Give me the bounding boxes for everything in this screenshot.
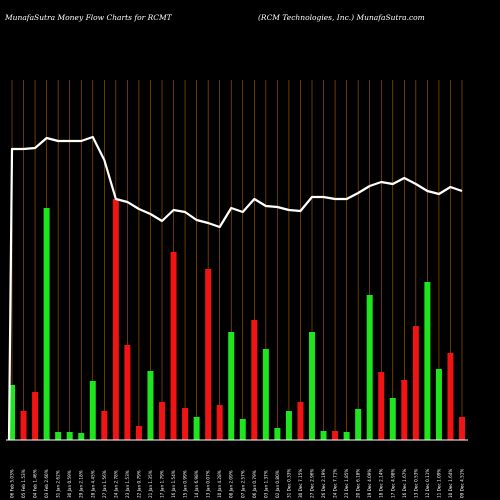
x-tick-label: 21 Jan 1.35% <box>148 470 153 498</box>
x-tick-label: 29 Jan 2.18% <box>79 470 84 498</box>
x-tick-label: 27 Dec 2.96% <box>310 469 315 498</box>
x-tick-label: 03 Feb 2.60% <box>44 469 49 498</box>
x-tick-label: 08 Jan 2.09% <box>229 470 234 498</box>
flow-bar <box>182 408 189 440</box>
x-tick-label: 05 Feb 1.53% <box>21 469 26 498</box>
price-line <box>7 135 463 441</box>
x-tick-label: 03 Jan 1.37% <box>263 470 268 498</box>
x-tick-label: 10 Jan 4.28% <box>217 470 222 498</box>
x-tick-label: 28 Jan 4.45% <box>90 470 95 498</box>
chart-title: MunafaSutra Money Flow Charts for RCMT <box>5 13 172 22</box>
flow-bar <box>124 345 131 440</box>
flow-bar <box>205 269 212 440</box>
x-tick-label: 20 Dec 6.18% <box>356 469 361 498</box>
flow-bar <box>159 402 165 440</box>
x-tick-label: 18 Dec 2.14% <box>379 469 384 498</box>
flow-bar <box>55 432 62 440</box>
x-tick-label: 30 Dec 7.15% <box>298 469 303 498</box>
x-tick-label: 23 Dec 1.85% <box>344 469 349 498</box>
flow-bar <box>343 432 350 440</box>
flow-bar <box>135 426 142 440</box>
flow-bar <box>366 295 373 440</box>
flow-bar <box>332 431 339 440</box>
flow-bar <box>89 381 96 440</box>
x-tick-label: 30 Jan 0.59% <box>67 470 72 498</box>
grid-lines <box>11 80 463 440</box>
flow-bar <box>435 369 442 440</box>
x-tick-label: 06 Jan 0.79% <box>252 470 257 498</box>
x-tick-label: 07 Jan 2.57% <box>240 470 245 498</box>
x-tick-label: 17 Dec 4.98% <box>390 469 395 498</box>
flow-bar <box>274 428 281 440</box>
flow-bar <box>285 411 292 440</box>
x-tick-label: 11 Dec 1.09% <box>436 469 441 498</box>
flow-bar <box>412 326 419 440</box>
x-tick-label: 23 Jan 1.53% <box>125 470 130 498</box>
flow-bar <box>309 332 315 440</box>
flow-bar <box>251 320 258 440</box>
flow-bar <box>9 385 15 440</box>
flow-bar <box>262 349 269 440</box>
flow-bar <box>193 417 200 440</box>
x-tick-label: 19 Dec 4.09% <box>367 469 372 498</box>
x-tick-label: 24 Dec 7.71% <box>333 469 338 498</box>
x-tick-labels: 06 Feb 5.03% 05 Feb 1.53% 04 Feb 1.46% 03 F… <box>10 469 465 498</box>
flow-bar <box>228 332 235 440</box>
bars <box>9 199 465 440</box>
x-tick-label: 10 Dec 1.64% <box>448 469 453 498</box>
flow-bar <box>297 402 304 440</box>
flow-bar <box>66 432 73 440</box>
x-tick-label: 04 Feb 1.46% <box>33 469 38 498</box>
x-tick-label: 14 Jan 6.98% <box>194 470 199 498</box>
flow-bar <box>101 411 108 440</box>
flow-bar <box>112 199 119 440</box>
flow-bar <box>320 431 327 440</box>
x-tick-label: 31 Jan 2.62% <box>56 470 61 498</box>
x-tick-label: 27 Jan 1.56% <box>102 470 107 498</box>
x-tick-label: 13 Jan 0.07% <box>206 470 211 498</box>
flow-bar <box>401 380 408 440</box>
x-tick-label: 02 Jan 0.80% <box>275 470 280 498</box>
flow-bar <box>147 371 154 440</box>
flow-bar <box>355 409 362 440</box>
x-tick-label: 06 Feb 5.03% <box>10 469 15 498</box>
chart-subtitle: (RCM Technologies, Inc.) MunafaSutra.com <box>258 13 425 22</box>
flow-bar <box>389 398 396 440</box>
x-tick-label: 15 Jan 0.99% <box>183 470 188 498</box>
x-tick-label: 31 Dec 0.33% <box>286 469 291 498</box>
flow-bar <box>239 419 246 440</box>
x-tick-label: 17 Jan 1.79% <box>160 470 165 498</box>
flow-bar <box>447 353 454 440</box>
x-tick-label: 13 Dec 0.53% <box>413 469 418 498</box>
x-tick-label: 26 Dec 2.19% <box>321 469 326 498</box>
x-tick-label: 12 Dec 0.11% <box>425 469 430 498</box>
x-tick-label: 24 Jan 2.78% <box>113 470 118 498</box>
flow-bar <box>20 411 27 440</box>
flow-bar <box>78 433 85 440</box>
flow-bar <box>459 417 465 440</box>
flow-bar <box>378 372 385 440</box>
x-tick-label: 22 Jan 0.79% <box>136 470 141 498</box>
x-tick-label: 16 Dec 1.67% <box>402 469 407 498</box>
x-tick-label: 09 Dec 4.51% <box>460 469 465 498</box>
flow-bar <box>32 392 39 440</box>
flow-bar <box>170 252 177 440</box>
x-tick-label: 16 Jan 1.54% <box>171 470 176 498</box>
flow-bar <box>43 208 50 440</box>
flow-bar <box>424 282 431 440</box>
flow-bar <box>216 405 223 440</box>
